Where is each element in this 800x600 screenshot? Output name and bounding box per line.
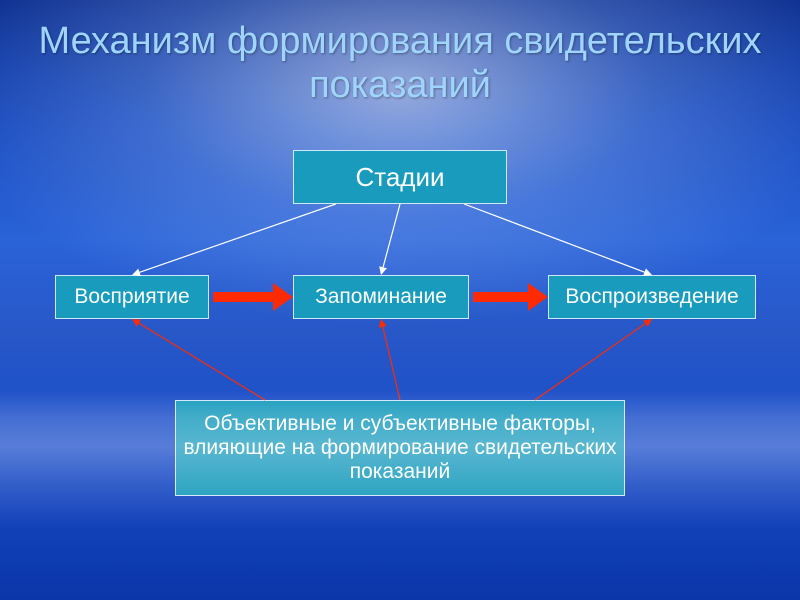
node-stages-label: Стадии [355, 162, 444, 193]
node-reproduction: Воспроизведение [548, 275, 756, 319]
node-reproduction-label: Воспроизведение [565, 285, 738, 309]
node-stages: Стадии [293, 150, 507, 204]
slide-title: Механизм формирования свидетельских пока… [0, 20, 800, 107]
node-perception-label: Восприятие [74, 285, 189, 309]
slide: Механизм формирования свидетельских пока… [0, 0, 800, 600]
node-perception: Восприятие [55, 275, 209, 319]
node-factors-label: Объективные и субъективные факторы, влия… [182, 412, 618, 484]
node-memorization-label: Запоминание [315, 285, 447, 309]
node-memorization: Запоминание [293, 275, 469, 319]
node-factors: Объективные и субъективные факторы, влия… [175, 400, 625, 496]
